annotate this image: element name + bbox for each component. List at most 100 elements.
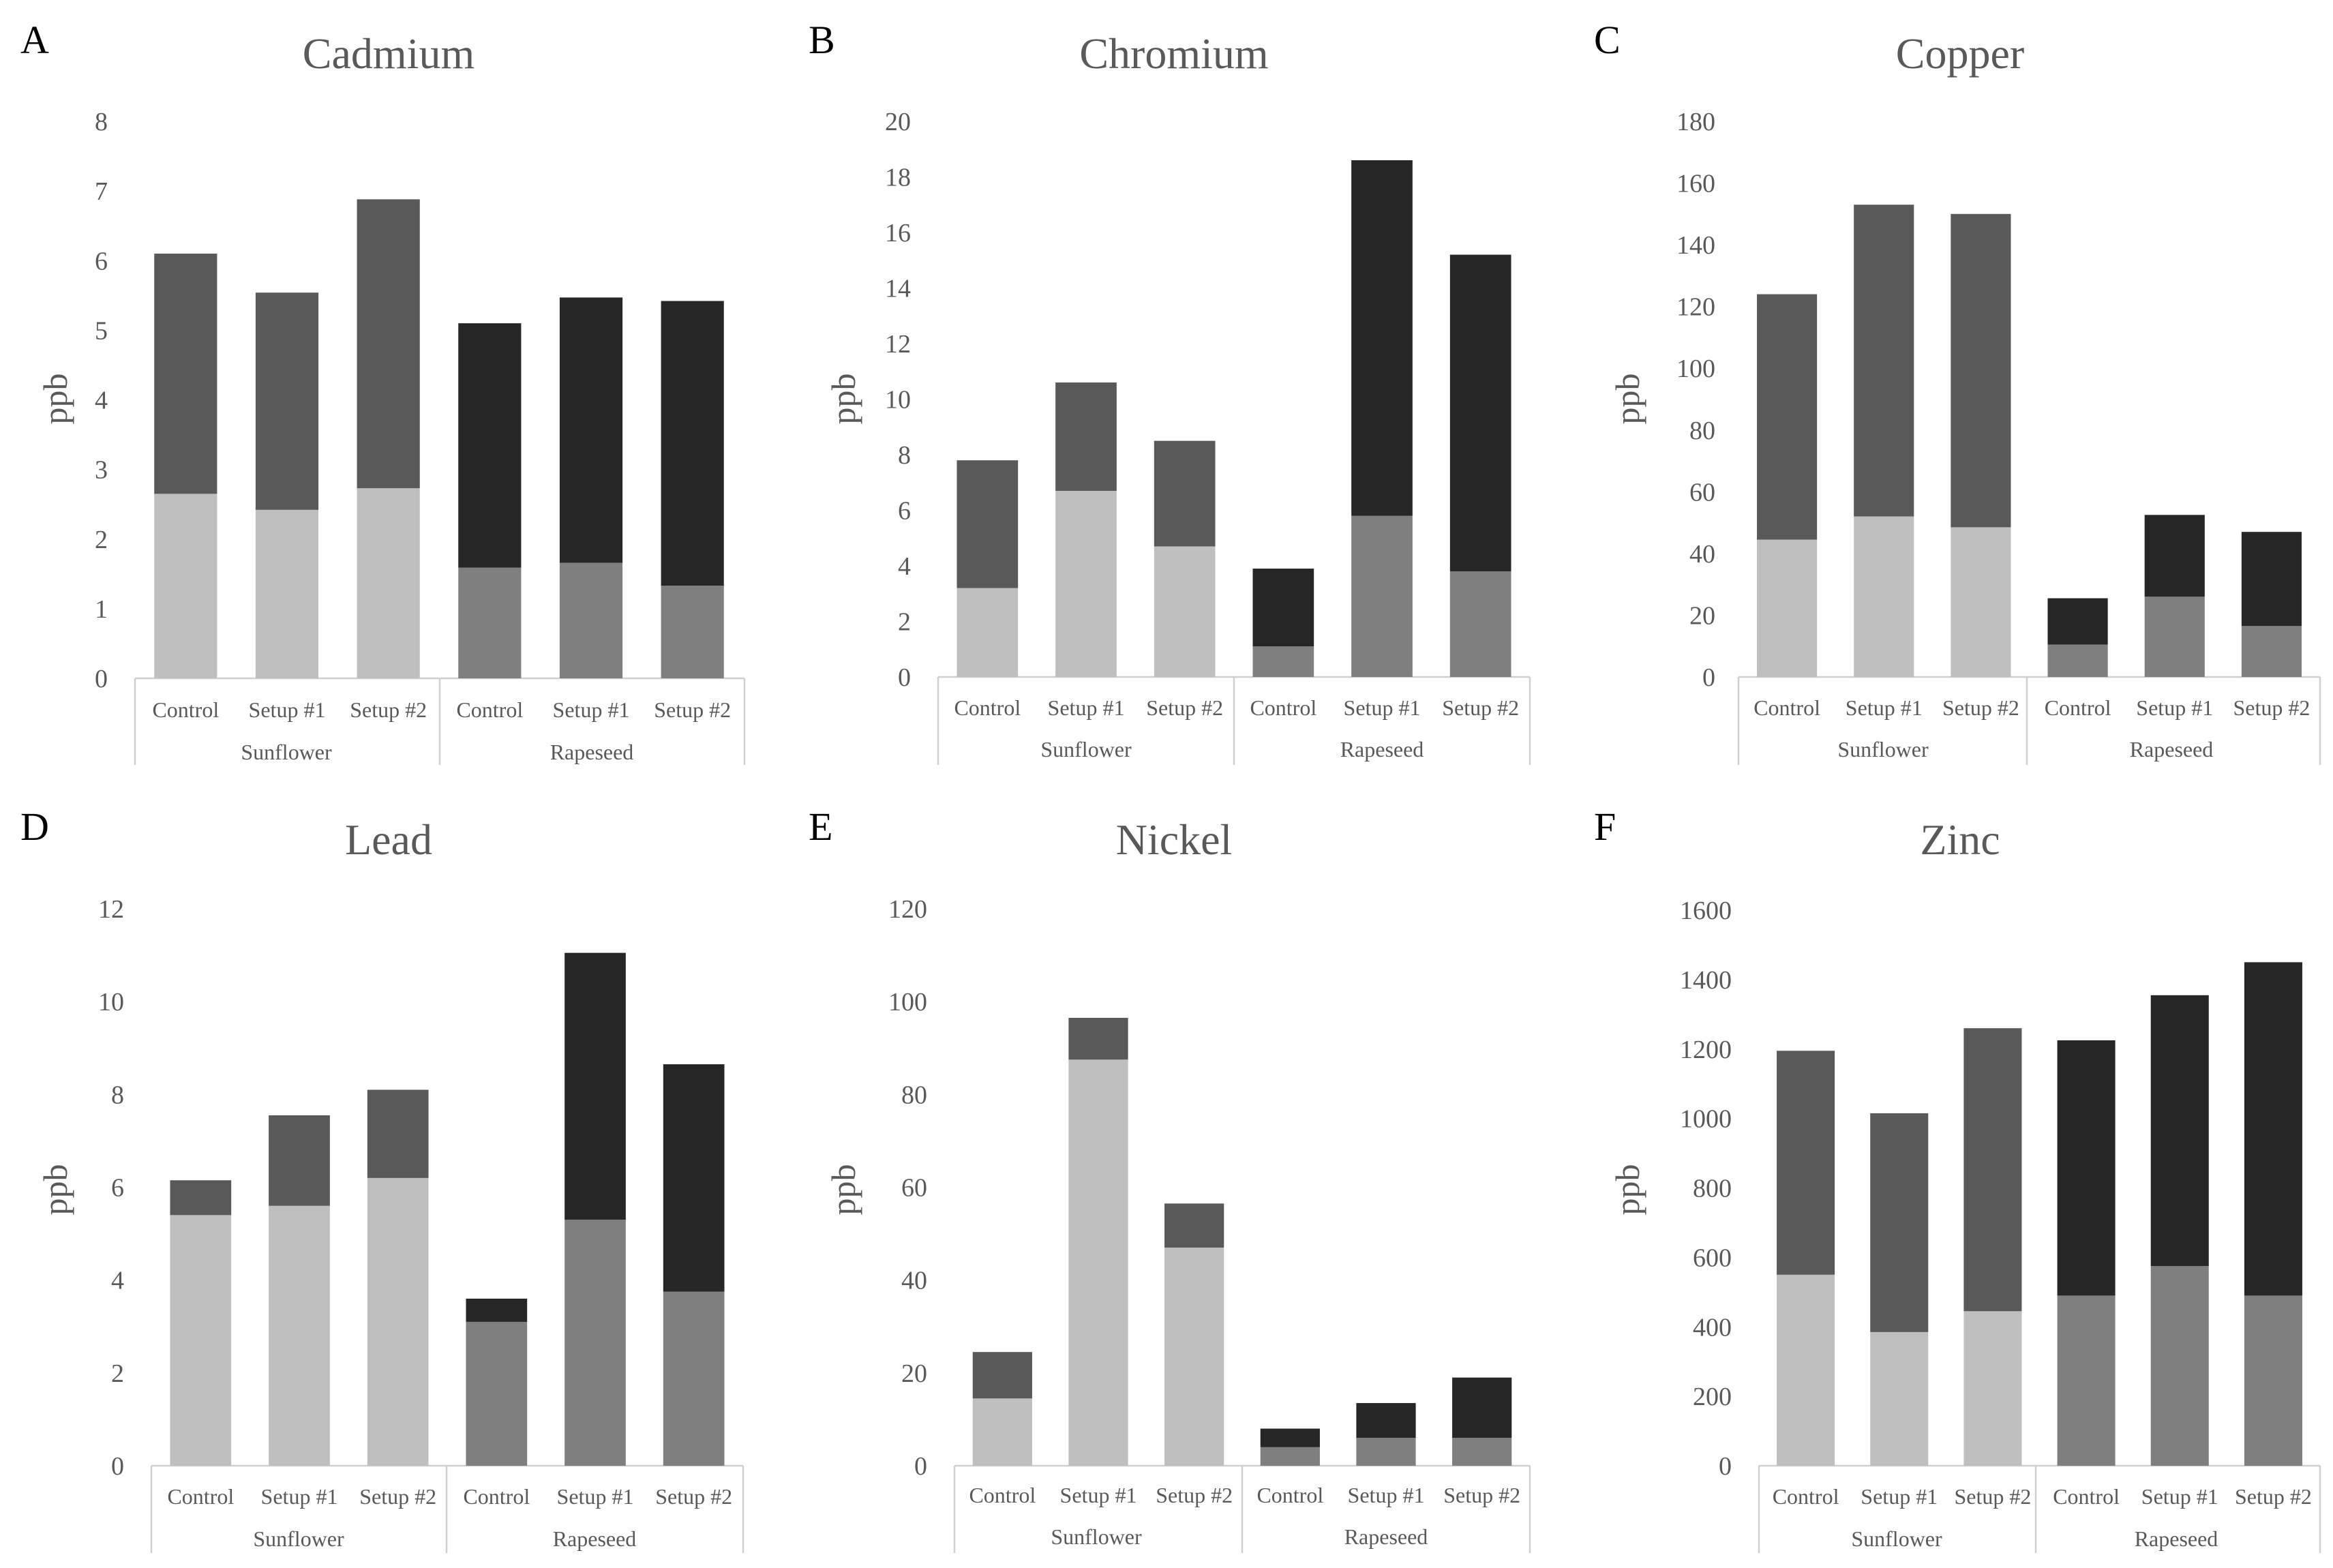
bar-segment-top xyxy=(1757,294,1818,540)
x-group-label: Rapeseed xyxy=(1344,1524,1428,1549)
y-tick-label: 1400 xyxy=(1680,966,1732,995)
y-tick-label: 12 xyxy=(885,330,911,359)
y-tick-label: 40 xyxy=(901,1267,927,1295)
y-tick-label: 5 xyxy=(95,316,108,345)
panel-letter: C xyxy=(1594,18,1621,62)
bar-segment-bottom xyxy=(1252,646,1314,677)
bar-segment-bottom xyxy=(1351,515,1413,677)
x-category-label: Control xyxy=(1753,695,1820,720)
bar-segment-top xyxy=(559,297,623,563)
x-group-label: Rapeseed xyxy=(2130,737,2214,762)
y-tick-label: 80 xyxy=(901,1081,927,1109)
y-tick-label: 16 xyxy=(885,219,911,247)
x-category-label: Setup #1 xyxy=(1348,1483,1425,1507)
chart-title: Cadmium xyxy=(303,29,475,78)
bar-segment-top xyxy=(255,292,319,510)
y-tick-label: 100 xyxy=(888,988,927,1016)
bar-segment-bottom xyxy=(957,588,1019,677)
x-group-label: Sunflower xyxy=(1837,737,1929,762)
y-tick-label: 2 xyxy=(898,608,911,637)
y-tick-label: 8 xyxy=(898,441,911,470)
y-tick-label: 6 xyxy=(111,1174,124,1203)
y-tick-label: 0 xyxy=(95,665,108,693)
x-category-label: Control xyxy=(167,1484,234,1509)
y-tick-label: 0 xyxy=(914,1452,927,1481)
bar-segment-top xyxy=(458,323,522,568)
x-group-label: Rapeseed xyxy=(550,740,634,764)
bar-segment-top xyxy=(357,199,420,489)
x-category-label: Setup #1 xyxy=(1344,695,1421,720)
bar-segment-bottom xyxy=(1951,527,2011,677)
bar-segment-top xyxy=(1854,205,1914,517)
x-category-label: Setup #1 xyxy=(553,697,630,722)
x-group-label: Rapeseed xyxy=(1340,737,1424,762)
bar-segment-bottom xyxy=(1757,539,1818,677)
bar-segment-bottom xyxy=(367,1177,429,1466)
y-tick-label: 6 xyxy=(95,247,108,275)
bar-segment-top xyxy=(1068,1017,1128,1060)
bar-segment-bottom xyxy=(1164,1248,1224,1466)
bar-segment-top xyxy=(1164,1203,1224,1248)
chart-panel-f: F Zinc ppb 0 200 400 600 800 1000 1200 1400 1600 Con… xyxy=(1594,804,2321,1553)
bar-segment-bottom xyxy=(2244,1295,2302,1466)
bar-segment-bottom xyxy=(972,1398,1032,1466)
x-category-label: Setup #2 xyxy=(1442,695,1519,720)
y-tick-label: 8 xyxy=(95,108,108,136)
chart-title: Chromium xyxy=(1079,29,1268,78)
y-axis-label: ppb xyxy=(1608,374,1646,425)
x-category-label: Control xyxy=(954,695,1021,720)
bar-segment-top xyxy=(2241,532,2302,627)
chart-title: Lead xyxy=(345,815,432,864)
y-tick-label: 0 xyxy=(1719,1452,1732,1481)
x-group-label: Sunflower xyxy=(253,1526,344,1551)
bar-segment-top xyxy=(269,1115,330,1206)
bar-segment-bottom xyxy=(255,509,319,678)
bar-segment-bottom xyxy=(2144,597,2205,677)
y-tick-label: 20 xyxy=(1689,601,1715,630)
x-category-label: Setup #2 xyxy=(654,697,731,722)
x-category-label: Setup #2 xyxy=(1954,1484,2031,1509)
y-tick-label: 10 xyxy=(885,386,911,414)
x-category-label: Control xyxy=(1256,1483,1323,1507)
bar-segment-top xyxy=(1449,254,1511,572)
y-tick-label: 1200 xyxy=(1680,1036,1732,1064)
y-tick-label: 100 xyxy=(1676,355,1715,383)
panel-letter: D xyxy=(20,804,49,849)
bar-segment-top xyxy=(565,952,626,1220)
bar-segment-top xyxy=(2244,962,2302,1296)
bar-segment-bottom xyxy=(1963,1311,2022,1466)
bar-segment-bottom xyxy=(1154,546,1216,677)
y-tick-label: 14 xyxy=(885,275,911,303)
y-tick-label: 1000 xyxy=(1680,1105,1732,1134)
panel-letter: B xyxy=(809,18,835,62)
x-category-label: Setup #1 xyxy=(249,697,326,722)
y-axis-label: ppb xyxy=(36,374,74,425)
panel-letter: F xyxy=(1594,804,1616,849)
y-tick-label: 120 xyxy=(888,895,927,924)
bar-segment-top xyxy=(1055,382,1117,491)
x-category-label: Setup #1 xyxy=(557,1484,634,1509)
x-group-label: Rapeseed xyxy=(553,1526,637,1551)
bar-segment-top xyxy=(1154,440,1216,547)
x-category-label: Setup #1 xyxy=(1861,1484,1938,1509)
bar-segment-bottom xyxy=(559,562,623,678)
x-group-label: Sunflower xyxy=(1051,1524,1142,1549)
y-axis-label: ppb xyxy=(1608,1164,1646,1216)
x-category-label: Setup #2 xyxy=(1146,695,1223,720)
bar-segment-top xyxy=(1452,1377,1512,1438)
chart-panel-d: D Lead ppb 0 2 4 6 8 10 12 Control Setup #1 Setup #2… xyxy=(20,804,744,1553)
bar-segment-bottom xyxy=(2047,644,2108,677)
y-tick-label: 18 xyxy=(885,164,911,192)
bar-segment-bottom xyxy=(170,1215,232,1466)
y-tick-label: 10 xyxy=(98,988,124,1016)
x-category-label: Setup #2 xyxy=(2233,695,2310,720)
y-tick-label: 1600 xyxy=(1680,896,1732,925)
bar-segment-bottom xyxy=(1449,571,1511,677)
y-tick-label: 800 xyxy=(1693,1175,1732,1203)
x-group-label: Sunflower xyxy=(241,740,332,764)
bar-segment-bottom xyxy=(565,1220,626,1466)
x-group-label: Sunflower xyxy=(1851,1526,1942,1551)
x-group-label: Rapeseed xyxy=(2135,1526,2218,1551)
bar-segment-bottom xyxy=(1260,1447,1320,1466)
